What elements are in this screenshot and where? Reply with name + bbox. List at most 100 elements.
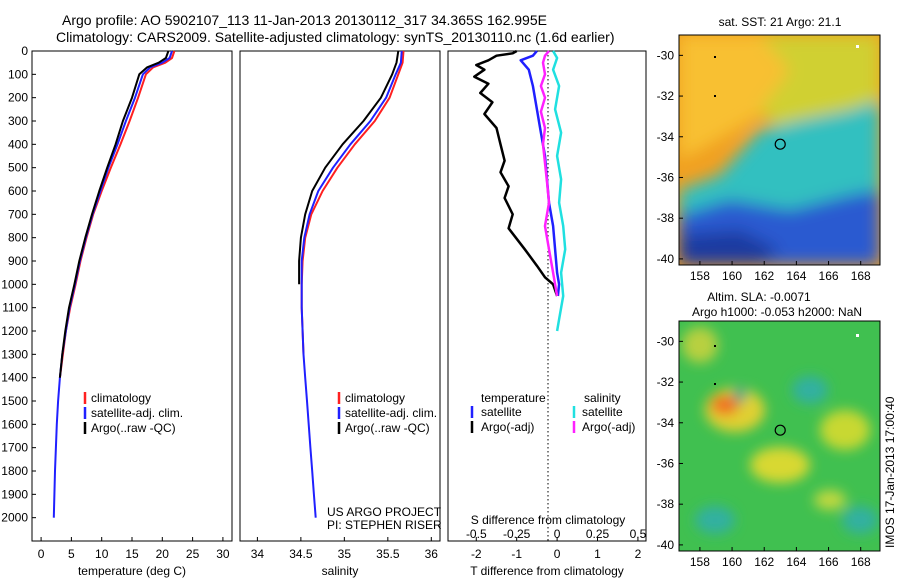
sst-warm-tongue [679,35,800,160]
x-tick-label: 25 [186,547,200,561]
legend-label-s-satellite: satellite [582,405,623,419]
depth-tick-label: 1300 [1,347,28,361]
x-tick-label: 2 [635,547,642,561]
depth-tick-label: 600 [8,184,28,198]
map-y-tick-label: -38 [657,497,675,511]
series-line-climatology [58,50,176,378]
x-tick-label: -2 [471,547,482,561]
temperature-legend: climatology satellite-adj. clim. Argo(..… [83,391,183,435]
map-y-tick-label: -32 [657,375,675,389]
depth-axis: 0 100 200 300 400 500 600 700 800 900 1000 1100 1200… [1,44,36,525]
sla-low-anomaly [695,506,735,534]
legend-label-t-satellite: satellite [481,405,522,419]
series-line-argo-raw-qc [58,50,170,378]
sla-coast-speck [856,334,859,337]
sst-map-axes: -30 -32 -34 -36 -38 -40 158 160 162 164 166 168 [657,48,871,283]
legend-label-t-argo: Argo(-adj) [481,420,534,434]
s-difference-tick-label: 0.5 [630,527,647,541]
map-x-tick-label: 164 [786,555,806,569]
x-tick-label: 5 [68,547,75,561]
figure-title-line2: Climatology: CARS2009. Satellite-adjuste… [56,29,614,45]
x-tick-label: 10 [95,547,109,561]
map-y-tick-label: -38 [657,211,675,225]
series-line-argo-raw-qc [298,50,400,285]
s-difference-label: S difference from climatology [471,513,626,527]
project-annotation-line1: US ARGO PROJECT [327,505,442,519]
depth-tick-label: 2000 [1,511,28,525]
series-line-t-argo-adj [473,49,559,297]
map-y-tick-label: -30 [657,334,675,348]
map-y-tick-label: -36 [657,456,675,470]
x-tick-label: 35.5 [376,547,400,561]
temperature-plot-frame [31,50,233,542]
depth-tick-label: 1600 [1,417,28,431]
depth-tick-label: 900 [8,254,28,268]
legend-label-argo: Argo(..raw -QC) [91,421,176,435]
salinity-series [298,50,405,518]
depth-tick-label: 1000 [1,277,28,291]
temperature-x-label: temperature (deg C) [78,564,186,578]
temperature-x-axis: 0 5 10 15 20 25 30 [38,537,230,561]
s-difference-tick-label: -0.5 [466,527,487,541]
legend-label-argo: Argo(..raw -QC) [345,421,430,435]
x-tick-label: 34.5 [289,547,313,561]
s-difference-tick-label: -0.25 [503,527,531,541]
sla-high-anomaly [750,447,810,483]
sla-map-title-line2: Argo h1000: -0.053 h2000: NaN [692,305,862,319]
depth-tick-label: 700 [8,207,28,221]
map-y-tick-label: -32 [657,89,675,103]
map-y-tick-label: -30 [657,48,675,62]
series-line-t-satellite [519,50,561,297]
legend-title-salinity: salinity [584,391,621,405]
sst-island-speck [714,56,716,58]
depth-tick-label: 500 [8,161,28,175]
s-difference-tick-label: 0.25 [586,527,610,541]
legend-title-temperature: temperature [481,391,546,405]
difference-series [473,49,567,332]
sst-map-title: sat. SST: 21 Argo: 21.1 [719,15,842,29]
x-tick-label: 36 [425,547,439,561]
x-tick-label: 20 [156,547,170,561]
map-x-tick-label: 166 [819,269,839,283]
depth-tick-label: 1500 [1,394,28,408]
map-x-tick-label: 168 [851,555,871,569]
depth-tick-label: 400 [8,137,28,151]
figure-title-line1: Argo profile: AO 5902107_113 11-Jan-2013… [62,12,547,28]
map-y-tick-label: -40 [657,252,675,266]
map-x-tick-label: 158 [690,555,710,569]
s-difference-tick-label: 0 [554,527,561,541]
sla-map-frame [678,320,881,552]
x-tick-label: -1 [511,547,522,561]
sla-map-title-line1: Altim. SLA: -0.0071 [707,290,811,304]
legend-label-s-argo: Argo(-adj) [582,420,635,434]
imos-timestamp: IMOS 17-Jan-2013 17:00:40 [883,396,897,548]
x-tick-label: 35 [338,547,352,561]
depth-tick-label: 200 [8,91,28,105]
sla-map-axes: -30 -32 -34 -36 -38 -40 158 160 162 164 166 168 [657,334,871,569]
project-annotation-line2: PI: STEPHEN RISER [327,518,442,532]
series-line-s-satellite [551,50,567,332]
sla-peak-anomaly [711,395,739,415]
map-x-tick-label: 162 [754,269,774,283]
depth-tick-label: 1700 [1,441,28,455]
sla-island-speck [714,345,716,347]
map-x-tick-label: 160 [722,555,742,569]
sst-map [679,35,880,265]
series-line-satellite-adj-clim [300,50,403,518]
difference-plot-frame [447,50,647,542]
difference-legend: temperature salinity satellite Argo(-adj… [470,391,635,434]
depth-tick-label: 1900 [1,487,28,501]
depth-tick-label: 1400 [1,371,28,385]
depth-tick-label: 800 [8,231,28,245]
legend-label-climatology: climatology [345,391,405,405]
x-tick-label: 0 [38,547,45,561]
sst-island-speck [714,95,716,97]
sst-coast-speck [856,45,859,48]
salinity-difference-axis: -0.5 -0.25 0 0.25 0.5 [466,527,647,541]
sla-high-anomaly [682,327,718,363]
depth-tick-label: 300 [8,114,28,128]
depth-tick-label: 1800 [1,464,28,478]
map-y-tick-label: -36 [657,170,675,184]
legend-label-satellite: satellite-adj. clim. [91,406,183,420]
